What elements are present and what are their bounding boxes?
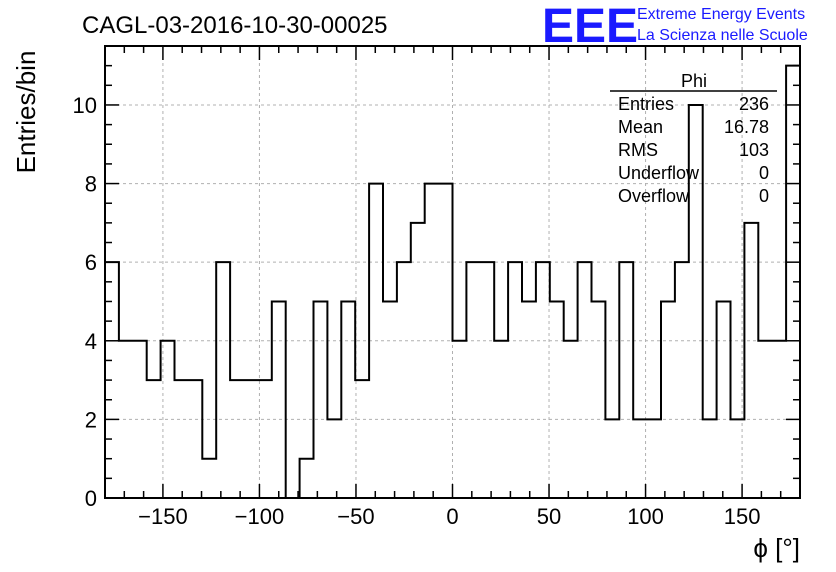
histogram-bin (703, 419, 717, 498)
histogram-bin (133, 341, 147, 498)
y-tick-label: 6 (85, 250, 97, 275)
histogram-bin (105, 262, 119, 498)
histogram-bin (119, 341, 133, 498)
stats-rms-label: RMS (618, 140, 658, 160)
histogram-bin (466, 262, 480, 498)
histogram-bin (508, 262, 522, 498)
x-tick-label: −50 (337, 504, 374, 529)
x-tick-label: 100 (627, 504, 664, 529)
histogram-bin (550, 301, 564, 498)
histogram-bin (300, 459, 314, 498)
histogram-bin (369, 184, 383, 498)
histogram-bin (522, 301, 536, 498)
histogram-bin (619, 262, 633, 498)
histogram-bin (383, 301, 397, 498)
histogram-bin (605, 419, 619, 498)
histogram-bin (258, 380, 272, 498)
histogram-bin (731, 419, 745, 498)
histogram-bin (272, 301, 286, 498)
axis-ticks (104, 46, 801, 499)
histogram-bin (188, 380, 202, 498)
histogram-bin (480, 262, 494, 498)
y-axis-label: Entries/bin (11, 51, 41, 174)
histogram-bin (439, 184, 453, 498)
histogram-bin (244, 380, 258, 498)
histogram-bin (564, 341, 578, 498)
x-tick-label: 50 (537, 504, 561, 529)
histogram-bin (341, 301, 355, 498)
histogram-line (104, 64, 801, 499)
histogram-bin (772, 341, 786, 498)
histogram-bin (216, 262, 230, 498)
histogram-bin (397, 262, 411, 498)
histogram-bin (578, 262, 592, 498)
stats-mean-value: 16.78 (724, 117, 769, 137)
x-tick-label: −150 (138, 504, 188, 529)
histogram-bin (758, 341, 772, 498)
y-tick-label: 0 (85, 486, 97, 511)
histogram-bin (592, 301, 606, 498)
stats-underflow-value: 0 (759, 163, 769, 183)
stats-rms-value: 103 (739, 140, 769, 160)
histogram-bin (744, 223, 758, 498)
y-tick-label: 8 (85, 172, 97, 197)
logo-line-1: Extreme Energy Events (637, 6, 805, 23)
eee-logo-group: EEE Extreme Energy Events La Scienza nel… (542, 0, 808, 53)
histogram-bin (411, 223, 425, 498)
histogram-bin (355, 380, 369, 498)
stats-entries-label: Entries (618, 94, 674, 114)
x-tick-label: 150 (724, 504, 761, 529)
histogram-bin (536, 262, 550, 498)
y-tick-label: 10 (73, 93, 97, 118)
stats-mean-label: Mean (618, 117, 663, 137)
tick-labels: −150 −100 −50 0 50 100 150 0 2 4 6 8 10 (73, 93, 761, 529)
stats-overflow-label: Overflow (618, 186, 690, 206)
histogram-bin (661, 301, 675, 498)
stats-entries-value: 236 (739, 94, 769, 114)
y-tick-label: 4 (85, 329, 97, 354)
stats-box: Phi Entries 236 Mean 16.78 RMS 103 Under… (610, 71, 777, 206)
logo-line-2: La Scienza nelle Scuole (637, 27, 808, 44)
histogram-bin (633, 419, 647, 498)
histogram-bin (147, 380, 161, 498)
stats-overflow-value: 0 (759, 186, 769, 206)
x-axis-label: ϕ [°] (753, 533, 800, 563)
histogram-bin (647, 419, 661, 498)
histogram-bin (717, 301, 731, 498)
histogram-bin (494, 341, 508, 498)
chart-title: CAGL-03-2016-10-30-00025 (82, 12, 388, 39)
histogram-bin (327, 419, 341, 498)
histogram-bin (202, 459, 216, 498)
histogram-bin (175, 380, 189, 498)
histogram-bin (161, 341, 175, 498)
stats-underflow-label: Underflow (618, 163, 700, 183)
histogram-bin (425, 184, 439, 498)
histogram-bin (786, 66, 800, 498)
x-tick-label: −100 (235, 504, 285, 529)
histogram-bin (675, 262, 689, 498)
histogram-bin (314, 301, 328, 498)
y-tick-label: 2 (85, 407, 97, 432)
x-tick-label: 0 (446, 504, 458, 529)
histogram-bin (453, 341, 467, 498)
stats-name: Phi (681, 71, 707, 91)
eee-logo: EEE (542, 0, 638, 53)
histogram-bin (230, 380, 244, 498)
